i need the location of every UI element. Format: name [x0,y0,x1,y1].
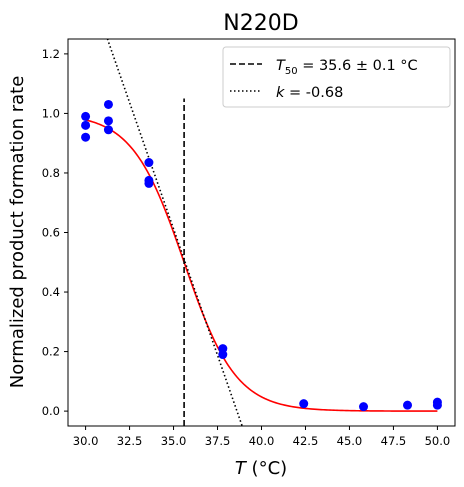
y-axis-title: Normalized product formation rate [7,76,28,389]
legend: T50 = 35.6 ± 0.1 °C k = -0.68 [222,46,451,108]
data-point [144,178,154,188]
data-point [103,99,113,109]
x-tick-label: 47.5 [381,434,407,448]
data-point [432,397,442,407]
x-tick-label: 30.0 [73,434,99,448]
y-tick-label: 0.8 [42,166,60,180]
y-tick-label: 0.6 [42,226,60,240]
y-tick-label: 1.2 [42,47,60,61]
data-point [81,132,91,142]
y-tick-label: 0.0 [42,404,60,418]
x-axis-ticks: 30.0 32.5 35.0 37.5 40.0 42.5 45.0 47.5 50.0 [73,426,450,448]
data-point [103,116,113,126]
y-tick-label: 1.0 [42,106,60,120]
chart-title: N220D [223,11,298,36]
data-point [299,399,309,409]
y-axis-ticks: 0.0 0.2 0.4 0.6 0.8 1.0 1.2 [42,47,68,418]
legend-box [222,46,451,108]
chart-marks [81,39,442,426]
x-tick-label: 37.5 [205,434,231,448]
legend-entry-k: k = -0.68 [276,85,343,101]
plot-area [81,39,442,426]
x-tick-label: 32.5 [117,434,143,448]
data-point [103,125,113,135]
data-point [144,158,154,168]
slope-dotted-line [106,39,243,426]
data-point [403,400,413,410]
y-tick-label: 0.2 [42,345,60,359]
data-point [81,111,91,121]
x-tick-label: 50.0 [425,434,451,448]
data-point [218,350,228,360]
y-tick-label: 0.4 [42,285,60,299]
x-tick-label: 35.0 [161,434,187,448]
fit-curve-line [85,119,438,412]
data-point [81,120,91,130]
x-tick-label: 42.5 [293,434,319,448]
x-axis-title: T (°C) [235,458,287,479]
x-tick-label: 40.0 [249,434,275,448]
plot-frame [67,38,456,427]
data-point [359,402,369,412]
legend-entry-t50: T50 = 35.6 ± 0.1 °C [276,58,418,77]
x-tick-label: 45.0 [337,434,363,448]
